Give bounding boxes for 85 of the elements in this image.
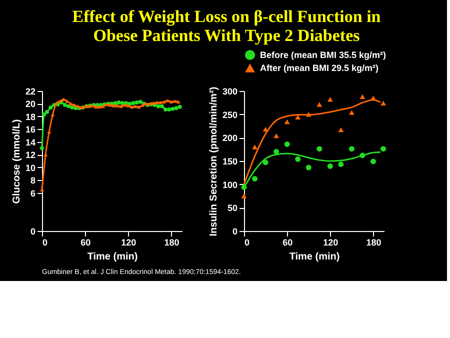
y-tick-label: 0 — [30, 226, 36, 236]
point — [48, 106, 53, 110]
point — [174, 106, 178, 110]
y-tick-label: 8 — [30, 176, 36, 186]
point — [134, 100, 139, 104]
point — [116, 100, 121, 104]
y-tick-label: 18 — [25, 112, 36, 122]
x-tick-label: 180 — [164, 238, 180, 248]
x-tick-label: 180 — [366, 238, 382, 248]
point — [40, 146, 44, 150]
point — [316, 146, 322, 152]
x-tick-label: 0 — [244, 238, 250, 248]
point — [167, 107, 172, 112]
line-series — [40, 98, 180, 192]
point — [284, 141, 290, 147]
point — [170, 106, 175, 111]
y-tick-label: 22 — [25, 86, 36, 96]
point — [252, 144, 258, 150]
point — [348, 146, 354, 152]
point — [166, 98, 170, 102]
point — [295, 156, 301, 162]
point — [316, 102, 322, 107]
x-tick-label: 120 — [323, 238, 338, 248]
y-tick-label: 12 — [25, 150, 36, 160]
point — [162, 100, 166, 104]
legend-label: After (mean BMI 29.5 kg/m²) — [260, 63, 379, 73]
y-tick-label: 0 — [232, 226, 238, 236]
point — [62, 103, 67, 107]
point — [176, 100, 180, 104]
y-tick-label: 300 — [222, 86, 238, 96]
y-axis-title: Insulin Secretion (pmol/min/m²) — [208, 86, 220, 236]
y-tick-label: 16 — [25, 124, 36, 135]
point — [133, 104, 138, 108]
y-tick-label: 10 — [25, 162, 36, 173]
x-tick-label: 60 — [282, 238, 293, 248]
point — [380, 100, 386, 106]
point — [327, 97, 333, 102]
y-tick-label: 14 — [25, 137, 36, 148]
y-tick-label: 100 — [222, 180, 238, 190]
x-tick-label: 0 — [42, 238, 48, 248]
y-tick-label: 6 — [30, 188, 36, 198]
y-axis-title: Glucose (mmol/L) — [11, 119, 22, 204]
point — [338, 162, 344, 167]
point — [163, 107, 168, 112]
point — [306, 164, 312, 170]
y-tick-label: 20 — [25, 99, 36, 110]
point — [169, 100, 174, 104]
legend-label: Before (mean BMI 35.5 kg/m²) — [260, 50, 386, 60]
point — [120, 101, 124, 106]
x-tick-label: 120 — [121, 238, 136, 248]
point — [338, 127, 344, 132]
point — [380, 146, 386, 152]
point — [360, 94, 366, 99]
point — [113, 101, 118, 106]
x-axis-title: Time (min) — [87, 252, 138, 262]
y-tick-label: 200 — [222, 133, 238, 144]
point — [241, 194, 247, 198]
point — [101, 104, 106, 108]
point — [62, 98, 66, 102]
point — [68, 102, 73, 106]
point — [274, 148, 280, 154]
point — [178, 104, 182, 109]
text: Effect of Weight Loss on β-cell Function in Obese Patients With Type 2 Diabetes — [72, 7, 382, 45]
point — [138, 100, 142, 104]
point — [370, 158, 376, 164]
point — [284, 119, 290, 124]
point — [42, 112, 46, 117]
point — [327, 163, 333, 169]
y-tick-label: 50 — [227, 203, 238, 214]
point — [262, 160, 268, 166]
y-tick-label: 250 — [222, 110, 238, 120]
point — [70, 106, 74, 110]
x-tick-label: 60 — [80, 238, 91, 248]
point — [131, 101, 136, 106]
point — [252, 176, 258, 182]
y-tick-label: 150 — [222, 156, 238, 166]
point — [172, 99, 177, 103]
point — [156, 104, 160, 108]
point — [45, 110, 50, 114]
point — [115, 104, 120, 108]
point — [348, 110, 354, 115]
point — [160, 104, 164, 108]
point — [118, 104, 123, 108]
x-axis-title: Time (min) — [289, 252, 340, 262]
point — [274, 133, 280, 138]
